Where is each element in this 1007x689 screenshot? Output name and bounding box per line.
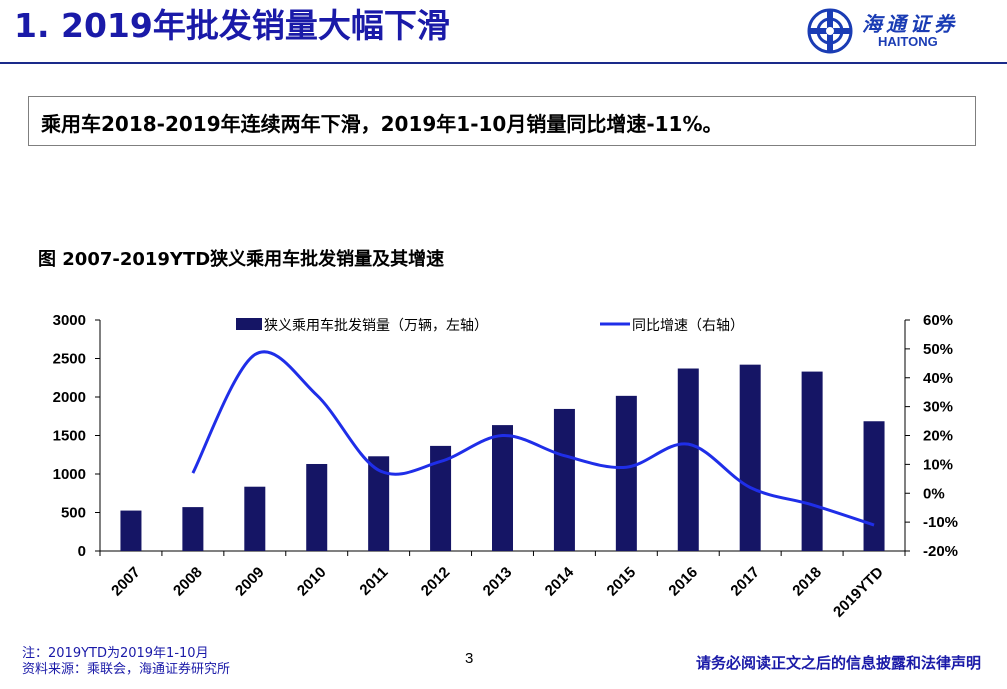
right-axis-tick-label: 30% [923, 399, 953, 416]
bar [615, 395, 637, 551]
legend-bar-swatch [236, 318, 262, 330]
legend-line-label: 同比增速（右轴） [632, 318, 744, 334]
legal-disclaimer[interactable]: 请务必阅读正文之后的信息披露和法律声明 [695, 654, 981, 672]
x-axis-tick-label: 2012 [418, 564, 454, 600]
footnote: 注：2019YTD为2019年1-10月 资料来源：乘联会，海通证券研究所 [22, 646, 230, 678]
x-axis-tick-label: 2008 [170, 564, 206, 600]
bar [368, 456, 390, 551]
summary-box: 乘用车2018-2019年连续两年下滑，2019年1-10月销量同比增速-11%… [28, 96, 976, 146]
x-axis-tick-label: 2010 [294, 564, 330, 600]
x-axis-tick-label: 2009 [232, 564, 268, 600]
x-axis-tick-label: 2014 [542, 563, 578, 599]
bar [430, 445, 452, 551]
right-axis-tick-label: -10% [923, 514, 958, 531]
left-axis-tick-label: 3000 [53, 312, 86, 329]
x-axis-tick-label: 2019YTD [830, 564, 887, 621]
left-axis-tick-label: 1000 [53, 466, 86, 483]
company-logo: 海通证券 HAITONG [800, 6, 1000, 54]
bar [553, 408, 575, 551]
bar [863, 421, 885, 551]
right-axis-tick-label: 60% [923, 312, 953, 329]
logo-chinese-name: 海通证券 [862, 12, 958, 36]
right-axis-tick-label: -20% [923, 543, 958, 560]
right-axis-tick-label: 40% [923, 370, 953, 387]
bar [677, 368, 699, 551]
bar [182, 507, 204, 551]
page-number: 3 [465, 650, 474, 667]
bar [306, 463, 328, 551]
bar [739, 364, 761, 551]
x-axis-tick-label: 2015 [604, 564, 640, 600]
right-axis-tick-label: 0% [923, 485, 945, 502]
right-axis-tick-label: 10% [923, 456, 953, 473]
left-axis-tick-label: 500 [61, 505, 86, 522]
x-axis-tick-label: 2017 [727, 564, 763, 600]
haitong-logo-icon [807, 8, 853, 54]
growth-rate-line [191, 350, 875, 527]
x-axis-tick-label: 2013 [480, 564, 516, 600]
left-axis-tick-label: 2000 [53, 389, 86, 406]
footnote-source: 资料来源：乘联会，海通证券研究所 [22, 662, 231, 677]
x-axis-tick-label: 2011 [356, 564, 391, 599]
legend-bar-label: 狭义乘用车批发销量（万辆，左轴） [264, 317, 488, 334]
figure-caption: 图 2007-2019YTD狭义乘用车批发销量及其增速 [38, 249, 445, 270]
bar [492, 425, 513, 551]
footnote-note: 注：2019YTD为2019年1-10月 [22, 646, 209, 661]
right-axis-tick-label: 20% [923, 428, 953, 445]
left-axis-tick-label: 1500 [53, 428, 86, 445]
left-axis-tick-label: 2500 [53, 351, 86, 368]
slide-title: 1. 2019年批发销量大幅下滑 [14, 6, 450, 45]
summary-text: 乘用车2018-2019年连续两年下滑，2019年1-10月销量同比增速-11%… [41, 112, 723, 136]
x-axis-tick-label: 2007 [108, 564, 144, 600]
bar [244, 486, 266, 551]
title-divider [0, 62, 1007, 64]
bar [801, 371, 823, 551]
right-axis-tick-label: 50% [923, 341, 953, 358]
x-axis-tick-label: 2018 [789, 564, 825, 600]
x-axis-tick-label: 2016 [665, 564, 701, 600]
logo-english-name: HAITONG [878, 34, 938, 49]
bar [120, 510, 142, 551]
left-axis-tick-label: 0 [78, 543, 86, 560]
